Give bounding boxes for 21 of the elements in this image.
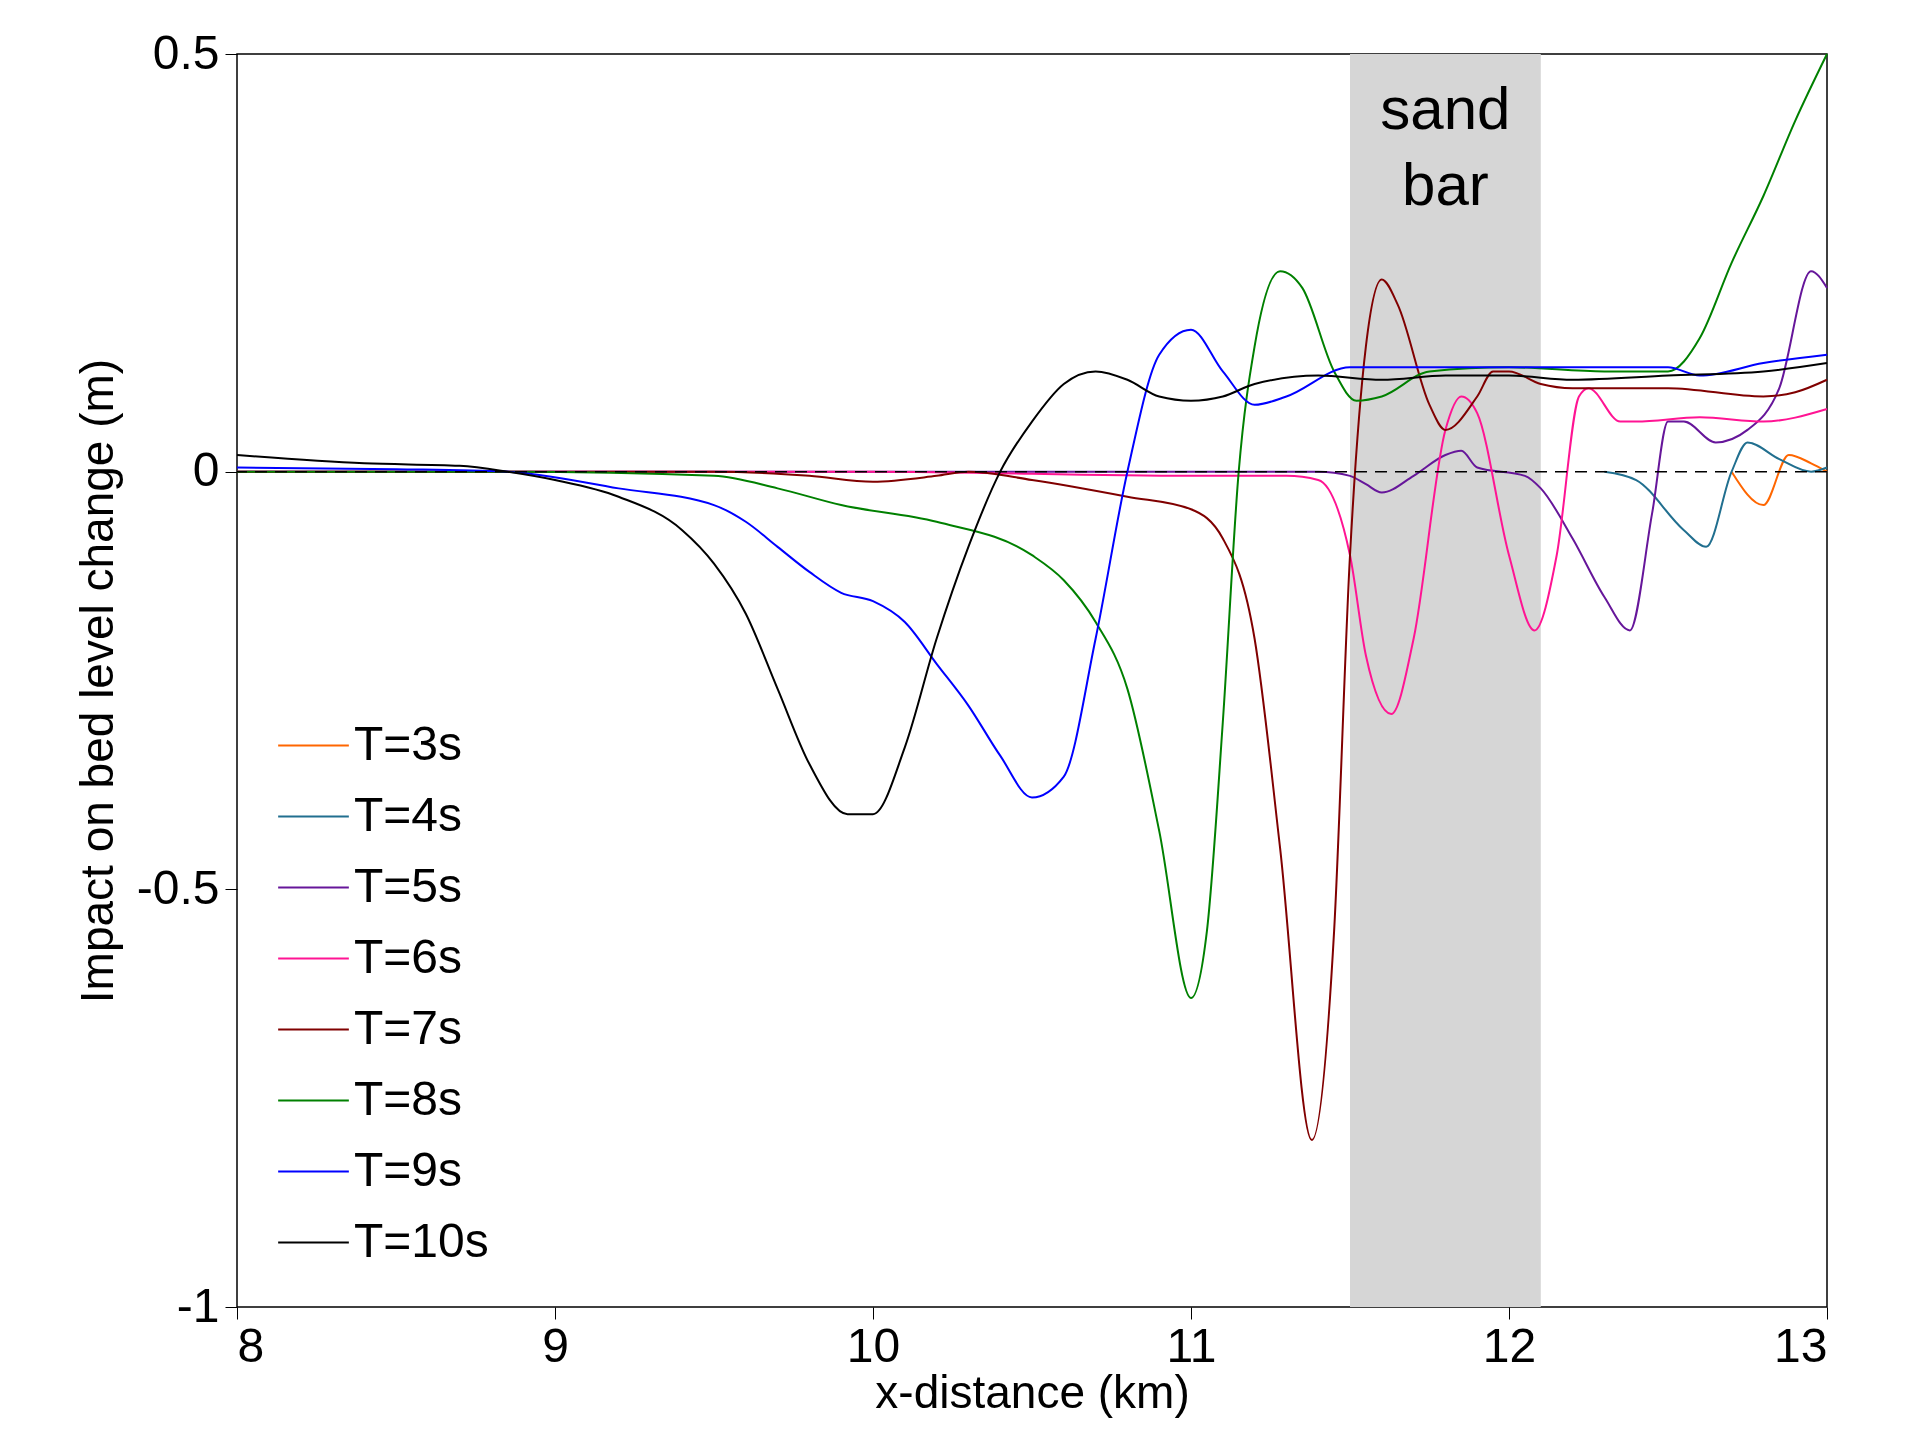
line-series — [1730, 453, 1828, 507]
y-axis-title: Impact on bed level change (m) — [70, 358, 123, 1004]
legend-label: T=4s — [354, 787, 463, 841]
y-tick-label: 0 — [192, 443, 220, 497]
legend-label: T=3s — [354, 716, 463, 770]
legend-label: T=8s — [354, 1071, 463, 1125]
y-tick-label: -0.5 — [136, 860, 220, 914]
y-tick-label: -1 — [176, 1278, 220, 1332]
x-tick-label: 13 — [1774, 1318, 1828, 1372]
x-tick-label: 8 — [237, 1318, 265, 1372]
legend-label: T=9s — [354, 1142, 463, 1196]
band-label: sand bar — [1380, 75, 1511, 218]
x-tick-label: 9 — [542, 1318, 569, 1372]
line-series — [236, 53, 1828, 999]
legend-label: T=10s — [354, 1213, 489, 1267]
x-tick-label: 12 — [1482, 1318, 1537, 1372]
legend-label: T=6s — [354, 929, 463, 983]
line-series — [1603, 441, 1828, 548]
legend-label: T=5s — [354, 858, 463, 912]
legend-label: T=7s — [354, 1000, 463, 1054]
y-tick-label: 0.5 — [152, 25, 220, 79]
